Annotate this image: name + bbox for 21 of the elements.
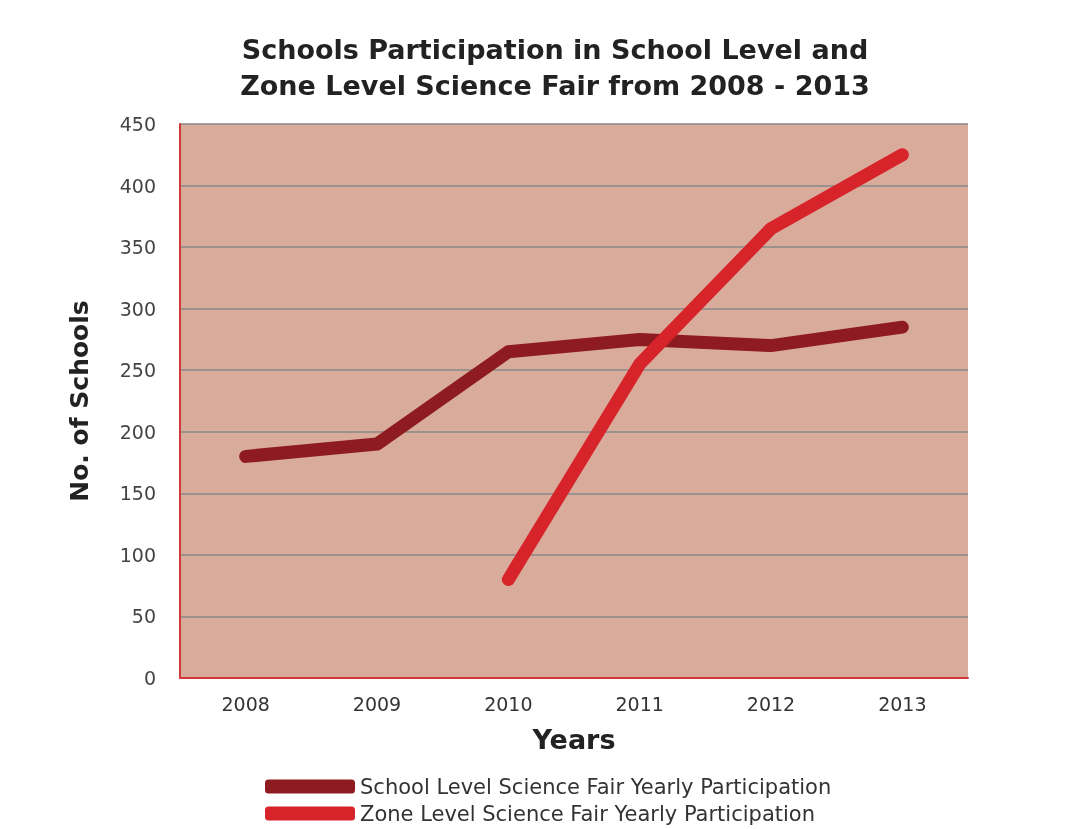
y-tick-label: 100: [119, 543, 156, 566]
y-tick-label: 150: [119, 482, 156, 505]
y-tick-label: 450: [119, 113, 156, 135]
y-tick-label: 0: [143, 667, 156, 689]
legend-label: School Level Science Fair Yearly Participation: [360, 774, 832, 799]
x-axis-title: Years: [531, 724, 616, 755]
x-tick-label: 2010: [484, 692, 533, 715]
x-tick-label: 2013: [878, 692, 927, 715]
y-tick-label: 300: [119, 297, 156, 320]
legend-label: Zone Level Science Fair Yearly Participation: [360, 801, 815, 826]
x-tick-label: 2009: [352, 692, 402, 715]
chart-title: Schools Participation in School Level and Zone Level Science Fair from 2008 - 2013: [240, 33, 870, 101]
y-tick-label: 200: [119, 420, 156, 443]
x-tick-label: 2011: [615, 692, 664, 715]
y-tick-label: 350: [119, 236, 156, 259]
y-axis-title: No. of Schools: [65, 300, 94, 502]
x-tick-label: 2008: [221, 692, 270, 715]
y-tick-label: 250: [119, 359, 156, 382]
y-tick-label: 400: [119, 174, 156, 197]
y-tick-label: 50: [131, 605, 156, 628]
x-tick-label: 2012: [746, 692, 796, 715]
